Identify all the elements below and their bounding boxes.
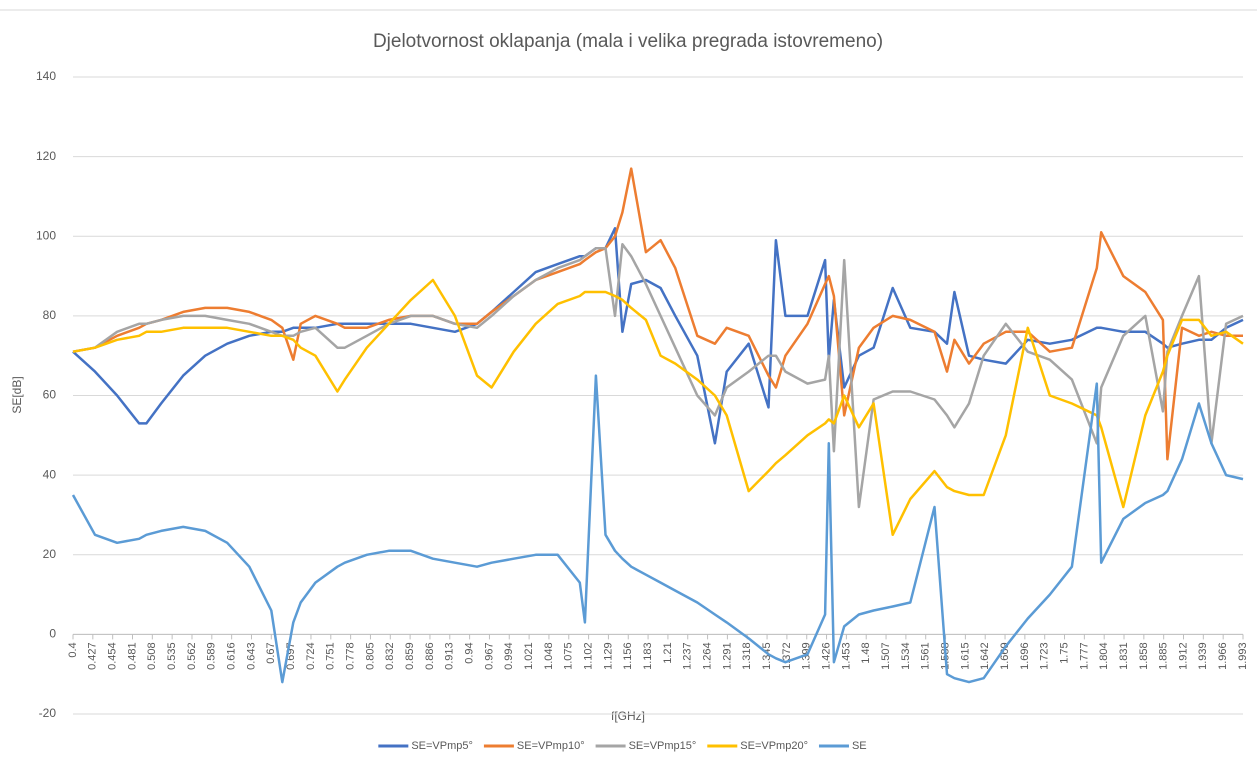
- y-axis-label: SE[dB]: [10, 376, 24, 413]
- x-tick-label: 1.993: [1237, 642, 1249, 670]
- series-line: [72, 167, 1243, 461]
- x-tick-label: 1.102: [582, 642, 594, 670]
- x-tick-label: 0.427: [87, 642, 99, 670]
- x-tick-label: 0.778: [345, 642, 357, 670]
- y-tick-label: 80: [43, 308, 57, 322]
- legend-label: SE: [852, 740, 867, 752]
- x-tick-label: 0.616: [226, 642, 238, 670]
- y-tick-label: 40: [43, 467, 57, 481]
- legend-label: SE=VPmp10°: [517, 740, 585, 752]
- y-tick-label: 60: [43, 388, 57, 402]
- x-tick-label: 1.48: [860, 642, 872, 663]
- x-tick-label: 1.831: [1118, 642, 1130, 670]
- x-tick-label: 0.886: [424, 642, 436, 670]
- x-tick-label: 0.859: [404, 642, 416, 670]
- legend-label: SE=VPmp15°: [629, 740, 697, 752]
- x-tick-label: 1.723: [1039, 642, 1051, 670]
- x-tick-label: 0.508: [146, 642, 158, 670]
- x-tick-label: 1.183: [642, 642, 654, 670]
- y-tick-label: 120: [36, 149, 56, 163]
- x-tick-label: 1.021: [523, 642, 535, 670]
- x-tick-label: 1.642: [979, 642, 991, 670]
- x-tick-label: 0.4: [67, 642, 79, 657]
- x-tick-label: 1.966: [1217, 642, 1229, 670]
- chart-title: Djelotvornost oklapanja (mala i velika p…: [373, 31, 883, 52]
- x-tick-label: 1.885: [1158, 642, 1170, 670]
- x-tick-label: 1.804: [1098, 642, 1110, 670]
- y-tick-label: 20: [43, 547, 57, 561]
- x-tick-label: 0.967: [483, 642, 495, 670]
- x-tick-label: 1.372: [781, 642, 793, 670]
- x-tick-label: 1.858: [1138, 642, 1150, 670]
- x-tick-label: 0.751: [325, 642, 337, 670]
- x-tick-label: 1.777: [1078, 642, 1090, 670]
- x-tick-label: 1.507: [880, 642, 892, 670]
- x-tick-label: 1.561: [920, 642, 932, 670]
- x-tick-label: 1.156: [622, 642, 634, 670]
- series-line: [72, 242, 1244, 509]
- legend-label: SE=VPmp5°: [411, 740, 473, 752]
- x-tick-label: 0.805: [364, 642, 376, 670]
- series-line: [72, 278, 1244, 537]
- series-line: [72, 227, 1244, 445]
- x-tick-label: 0.643: [245, 642, 257, 670]
- x-tick-label: 0.562: [186, 642, 198, 670]
- x-tick-label: 0.535: [166, 642, 178, 670]
- x-tick-label: 0.724: [305, 642, 317, 670]
- x-tick-label: 1.129: [602, 642, 614, 670]
- legend-label: SE=VPmp20°: [740, 740, 808, 752]
- x-tick-label: 1.453: [840, 642, 852, 670]
- x-tick-label: 0.994: [503, 642, 515, 670]
- x-axis-label: f[GHz]: [611, 709, 645, 723]
- x-tick-label: 1.615: [959, 642, 971, 670]
- x-tick-label: 1.696: [1019, 642, 1031, 670]
- x-tick-label: 1.939: [1197, 642, 1209, 670]
- x-tick-label: 0.832: [384, 642, 396, 670]
- x-tick-label: 1.75: [1058, 642, 1070, 663]
- x-tick-label: 0.454: [107, 642, 119, 670]
- x-tick-label: 1.669: [999, 642, 1011, 670]
- x-tick-label: 1.426: [820, 642, 832, 670]
- x-tick-label: 1.075: [563, 642, 575, 670]
- x-tick-label: 1.534: [900, 642, 912, 670]
- x-tick-label: 1.21: [662, 642, 674, 663]
- x-tick-label: 0.94: [464, 642, 476, 663]
- series-line: [71, 374, 1244, 684]
- x-tick-label: 0.67: [265, 642, 277, 663]
- x-tick-label: 1.264: [701, 642, 713, 670]
- y-tick-label: 140: [36, 69, 56, 83]
- x-tick-label: 0.913: [444, 642, 456, 670]
- x-tick-label: 1.318: [741, 642, 753, 670]
- x-tick-label: 0.589: [206, 642, 218, 670]
- y-tick-label: 100: [36, 228, 56, 242]
- y-tick-label: -20: [39, 706, 57, 720]
- x-tick-label: 1.237: [682, 642, 694, 670]
- x-tick-label: 1.912: [1177, 642, 1189, 670]
- x-tick-label: 0.481: [126, 642, 138, 670]
- x-tick-label: 1.291: [721, 642, 733, 670]
- x-tick-label: 1.048: [543, 642, 555, 670]
- y-tick-label: 0: [49, 627, 56, 641]
